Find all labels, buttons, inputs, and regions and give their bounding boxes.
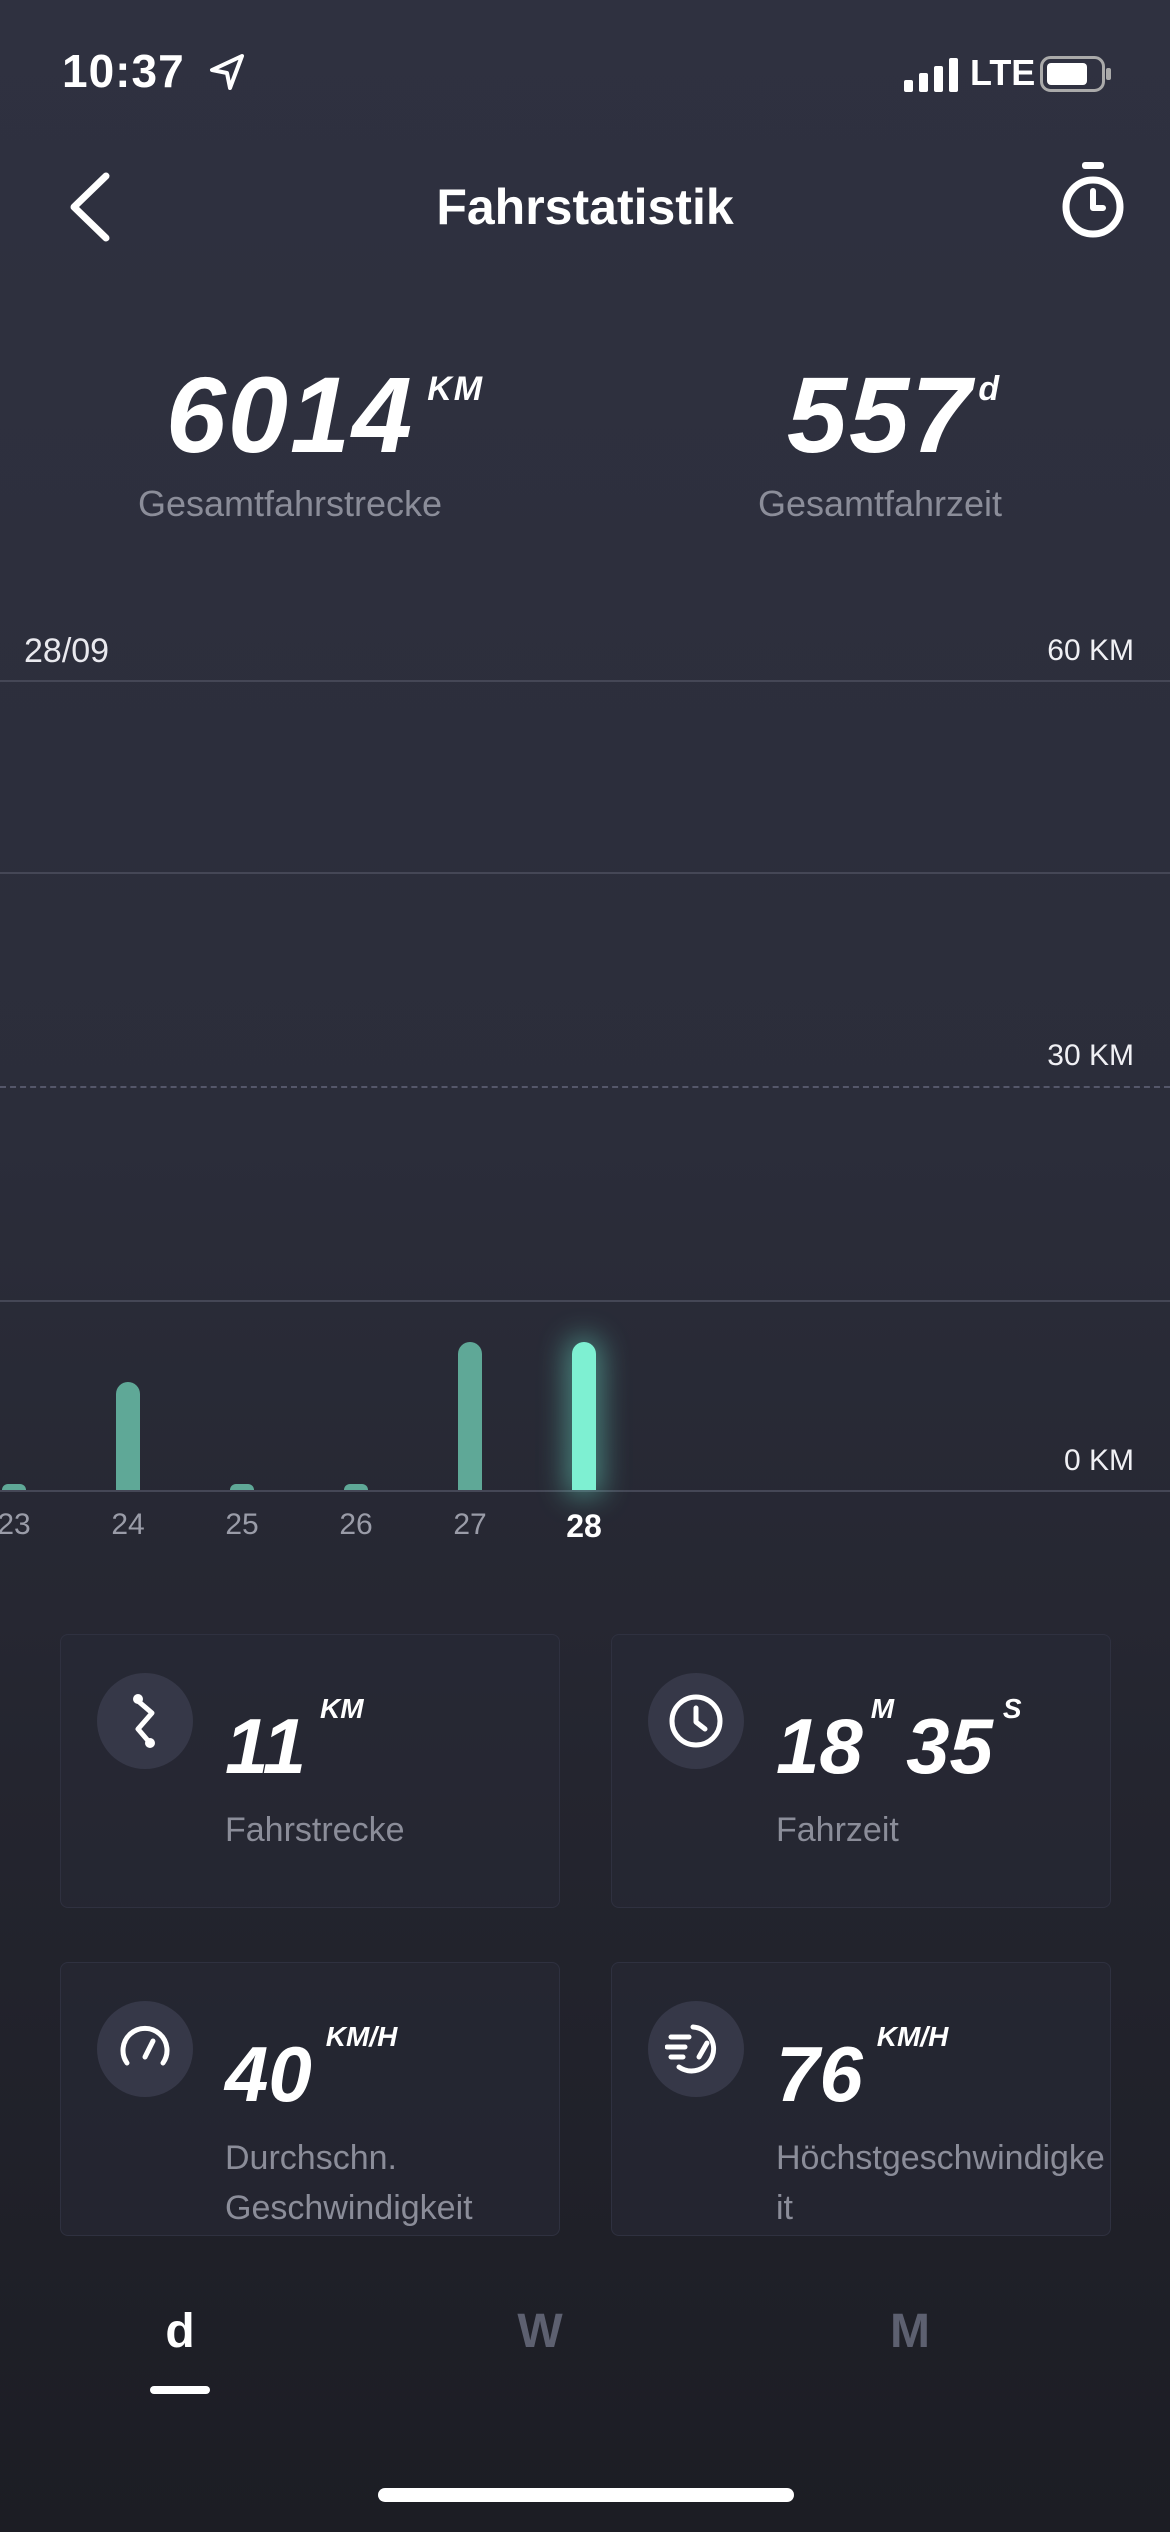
x-tick-label-26[interactable]: 26 — [339, 1508, 373, 1541]
active-tab-indicator — [150, 2386, 210, 2394]
total-time-unit: d — [978, 370, 1002, 408]
ride-time-label: Fahrzeit — [776, 1811, 899, 1849]
total-time-value: 557 — [786, 354, 974, 475]
total-distance-label: Gesamtfahrstrecke — [137, 483, 443, 524]
distance-value: 11 — [225, 1702, 306, 1790]
tab-week[interactable]: W — [517, 2305, 563, 2358]
stat-card-distance: 11 KM Fahrstrecke — [60, 1634, 560, 1908]
network-type: LTE — [970, 52, 1036, 93]
total-time: 557 d Gesamtfahrzeit — [710, 352, 1050, 525]
avg-speed-value: 40 — [225, 2030, 312, 2118]
stopwatch-icon[interactable] — [1058, 160, 1128, 242]
route-icon — [97, 1673, 193, 1769]
back-button[interactable] — [60, 168, 120, 246]
y-axis-label-bottom: 0 KM — [1063, 1444, 1134, 1477]
ride-time-minutes-unit: M — [870, 1693, 895, 1724]
chart-bar-23[interactable] — [2, 1484, 26, 1490]
ride-time-minutes: 18 — [776, 1702, 863, 1790]
x-tick-label-25[interactable]: 25 — [225, 1508, 259, 1541]
gridline-baseline — [0, 1490, 1170, 1492]
y-axis-label-top: 60 KM — [1047, 634, 1134, 667]
chart-bar-26[interactable] — [344, 1484, 368, 1490]
ride-time-seconds: 35 — [906, 1702, 993, 1790]
ride-time-seconds-unit: S — [1002, 1693, 1022, 1724]
gridline — [0, 1300, 1170, 1302]
x-tick-label-27[interactable]: 27 — [453, 1508, 487, 1541]
distance-unit: KM — [319, 1693, 364, 1724]
stat-card-max-speed: 76 KM/H Höchstgeschwindigkeit — [611, 1962, 1111, 2236]
speedometer-icon — [97, 2001, 193, 2097]
y-axis-label-mid: 30 KM — [1047, 1039, 1134, 1072]
total-time-label: Gesamtfahrzeit — [757, 483, 1003, 524]
avg-speed-unit: KM/H — [325, 2021, 398, 2052]
tab-month[interactable]: M — [890, 2305, 930, 2358]
status-time: 10:37 — [62, 45, 185, 97]
total-distance: 6014 KM Gesamtfahrstrecke — [120, 352, 482, 525]
max-speed-unit: KM/H — [876, 2021, 949, 2052]
distance-label: Fahrstrecke — [225, 1811, 405, 1849]
location-arrow-icon — [210, 54, 244, 90]
chart-bar-28[interactable] — [572, 1341, 596, 1490]
total-distance-value: 6014 — [165, 354, 415, 475]
x-tick-label-24[interactable]: 24 — [111, 1508, 145, 1541]
chart-bar-25[interactable] — [230, 1484, 254, 1490]
x-tick-label-28[interactable]: 28 — [566, 1508, 602, 1544]
fast-speed-icon — [648, 2001, 744, 2097]
tab-day[interactable]: d — [165, 2305, 195, 2358]
clock-icon — [648, 1673, 744, 1769]
max-speed-label: Höchstgeschwindigkeit — [776, 2139, 1105, 2227]
gridline — [0, 872, 1170, 874]
max-speed-value: 76 — [776, 2030, 863, 2118]
chart-bar-27[interactable] — [458, 1341, 482, 1490]
battery-icon — [1040, 56, 1111, 92]
total-distance-unit: KM — [427, 370, 485, 408]
chart-selected-date: 28/09 — [24, 632, 110, 670]
home-indicator[interactable] — [378, 2488, 794, 2502]
x-tick-label-23[interactable]: 23 — [0, 1508, 31, 1541]
page-title: Fahrstatistik — [436, 179, 734, 235]
stat-card-avg-speed: 40 KM/H Durchschn. Geschwindigkeit — [60, 1962, 560, 2236]
avg-speed-label: Durchschn. Geschwindigkeit — [225, 2139, 473, 2227]
signal-icon — [904, 58, 958, 92]
chart-bar-24[interactable] — [116, 1382, 140, 1490]
stat-card-ride-time: 18 M 35 S Fahrzeit — [611, 1634, 1111, 1908]
gridline-mid-dashed — [0, 1086, 1170, 1088]
gridline-top — [0, 680, 1170, 682]
